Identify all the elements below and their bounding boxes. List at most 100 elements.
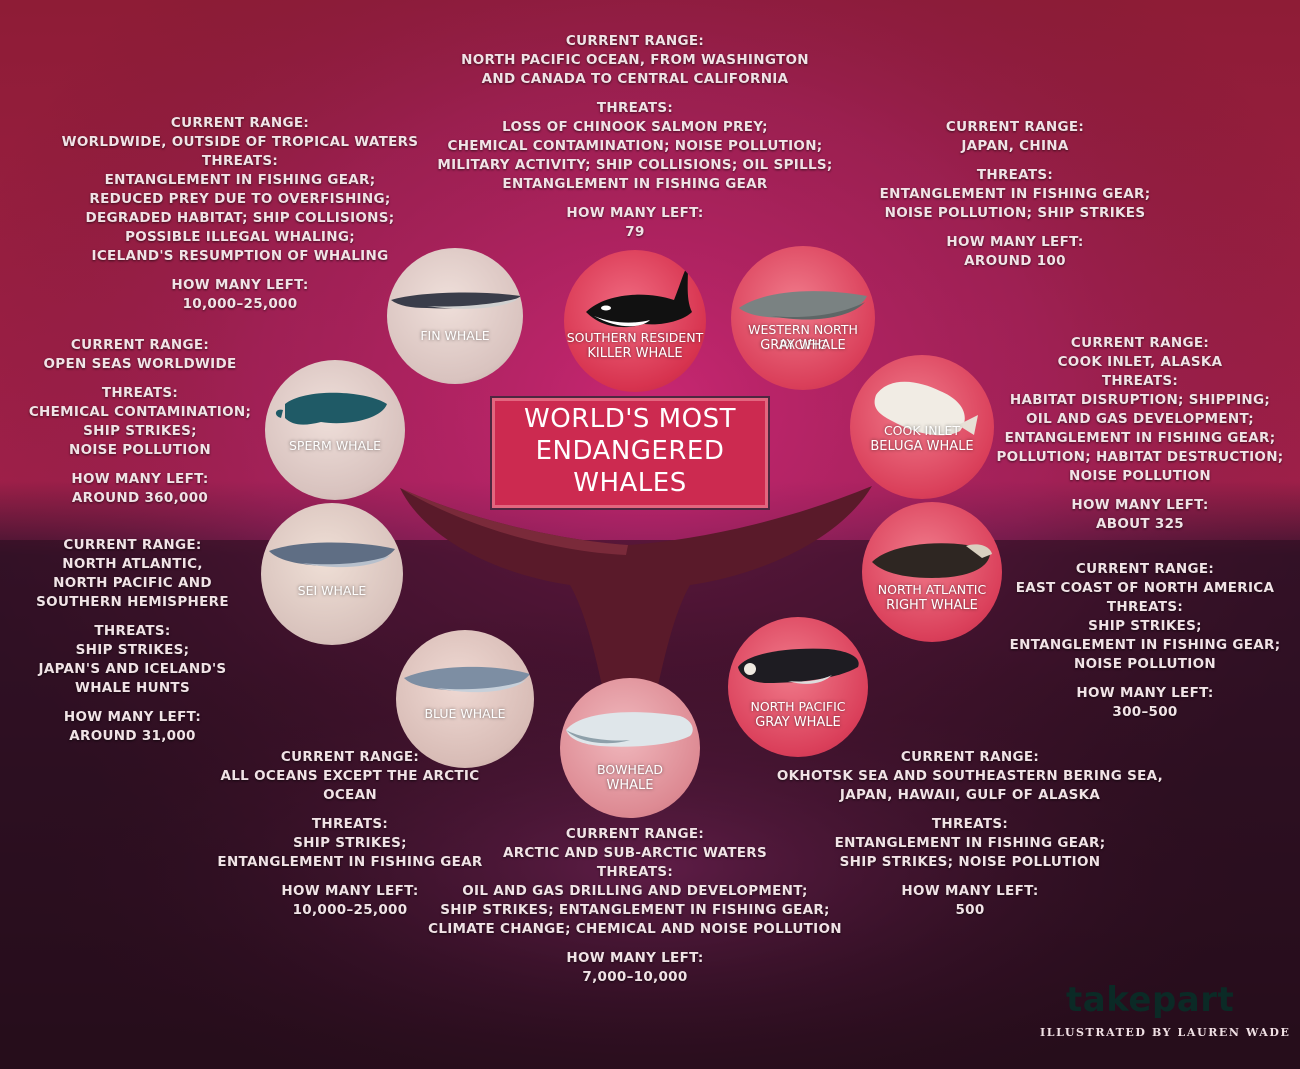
left-heading: HOW MANY LEFT:	[1071, 497, 1209, 513]
illustrator-credit: ILLUSTRATED BY LAUREN WADE	[1040, 1026, 1291, 1039]
threats-heading: THREATS:	[1101, 373, 1179, 389]
range-heading: CURRENT RANGE:	[945, 119, 1085, 135]
threats-heading: THREATS:	[931, 816, 1009, 832]
circle-right-whale: NORTH ATLANTIC RIGHT WHALE	[862, 502, 1002, 642]
range-line: OKHOTSK SEA AND SOUTHEASTERN BERING SEA,	[776, 768, 1164, 784]
killer-whale-name-2: KILLER WHALE	[587, 346, 683, 361]
right-whale-name-1: NORTH ATLANTIC	[877, 582, 987, 597]
range-line: AND CANADA TO CENTRAL CALIFORNIA	[481, 71, 789, 87]
range-line: COOK INLET, ALASKA	[1057, 354, 1223, 370]
blue-whale-name: BLUE WHALE	[424, 706, 506, 721]
left-heading: HOW MANY LEFT:	[946, 234, 1084, 250]
threat-line: CHEMICAL CONTAMINATION;	[28, 404, 252, 420]
left-heading: HOW MANY LEFT:	[566, 950, 704, 966]
left-value: ABOUT 325	[1096, 516, 1184, 532]
left-heading: HOW MANY LEFT:	[63, 709, 202, 725]
circle-blue-whale: BLUE WHALE	[396, 630, 534, 768]
threat-line: ICELAND'S RESUMPTION OF WHALING	[91, 248, 389, 264]
threats-heading: THREATS:	[596, 100, 674, 116]
range-line: NORTH ATLANTIC,	[62, 556, 203, 572]
threats-heading: THREATS:	[596, 864, 674, 880]
left-heading: HOW MANY LEFT:	[281, 883, 419, 899]
range-line: OPEN SEAS WORLDWIDE	[43, 356, 237, 372]
range-heading: CURRENT RANGE:	[1070, 335, 1210, 351]
range-line: NORTH PACIFIC OCEAN, FROM WASHINGTON	[461, 52, 809, 68]
np-gray-whale-info: CURRENT RANGE: OKHOTSK SEA AND SOUTHEAST…	[770, 748, 1170, 920]
threat-line: SHIP STRIKES;	[75, 642, 190, 658]
threat-line: ENTANGLEMENT IN FISHING GEAR;	[1004, 430, 1276, 446]
np-gray-whale-icon	[738, 648, 859, 684]
threat-line: POLLUTION; HABITAT DESTRUCTION;	[996, 449, 1284, 465]
threat-line: ENTANGLEMENT IN FISHING GEAR;	[1009, 637, 1281, 653]
range-heading: CURRENT RANGE:	[900, 749, 1040, 765]
whale-tail-icon	[400, 486, 872, 720]
beluga-whale-icon	[874, 381, 978, 436]
circle-bowhead-whale: BOWHEAD WHALE	[560, 678, 700, 818]
threat-line: NOISE POLLUTION	[68, 442, 211, 458]
threat-line: SHIP STRIKES;	[293, 835, 407, 851]
threat-line: ENTANGLEMENT IN FISHING GEAR;	[834, 835, 1106, 851]
right-whale-icon	[872, 543, 992, 578]
beluga-whale-info: CURRENT RANGE: COOK INLET, ALASKA THREAT…	[990, 334, 1290, 534]
range-line: JAPAN, CHINA	[961, 138, 1069, 154]
circle-sei-whale: SEI WHALE	[261, 503, 403, 645]
threat-line: NOISE POLLUTION	[1073, 656, 1216, 672]
bowhead-whale-name-1: BOWHEAD	[596, 762, 664, 777]
left-value: 79	[625, 224, 645, 240]
threat-line: SHIP STRIKES; ENTANGLEMENT IN FISHING GE…	[440, 902, 830, 918]
beluga-whale-name-2: BELUGA WHALE	[870, 439, 974, 454]
range-heading: CURRENT RANGE:	[70, 337, 210, 353]
range-line: JAPAN, HAWAII, GULF OF ALASKA	[839, 787, 1101, 803]
range-line: ALL OCEANS EXCEPT THE ARCTIC OCEAN	[220, 768, 480, 803]
left-heading: HOW MANY LEFT:	[1076, 685, 1214, 701]
np-gray-whale-name-2: GRAY WHALE	[755, 715, 841, 730]
sperm-whale-icon	[275, 392, 387, 425]
range-heading: CURRENT RANGE:	[170, 115, 310, 131]
threat-line: NOISE POLLUTION; SHIP STRIKES	[884, 205, 1146, 221]
killer-whale-name-1: SOUTHERN RESIDENT	[566, 330, 704, 345]
bowhead-whale-name-2: WHALE	[606, 778, 654, 793]
threat-line: POSSIBLE ILLEGAL WHALING;	[125, 229, 355, 245]
threats-heading: THREATS:	[1106, 599, 1184, 615]
circle-sperm-whale: SPERM WHALE	[265, 360, 405, 500]
range-line: SOUTHERN HEMISPHERE	[36, 594, 229, 610]
threat-line: HABITAT DISRUPTION; SHIPPING;	[1009, 392, 1271, 408]
left-heading: HOW MANY LEFT:	[566, 205, 704, 221]
threat-line: SHIP STRIKES; NOISE POLLUTION	[839, 854, 1101, 870]
gray-whale-icon	[739, 291, 867, 320]
threat-line: DEGRADED HABITAT; SHIP COLLISIONS;	[85, 210, 395, 226]
threat-line: MILITARY ACTIVITY; SHIP COLLISIONS; OIL …	[437, 157, 833, 173]
circle-fin-whale: FIN WHALE	[387, 248, 523, 384]
wn-gray-whale-name-1: WESTERN NORTH PACIFIC	[748, 322, 858, 352]
threat-line: OIL AND GAS DRILLING AND DEVELOPMENT;	[462, 883, 808, 899]
threats-heading: THREATS:	[976, 167, 1054, 183]
wn-gray-whale-name-2: GRAY WHALE	[760, 338, 846, 353]
left-heading: HOW MANY LEFT:	[71, 471, 209, 487]
threat-line: LOSS OF CHINOOK SALMON PREY;	[502, 119, 768, 135]
range-heading: CURRENT RANGE:	[1075, 561, 1215, 577]
title-box: WORLD'S MOST ENDANGERED WHALES	[490, 396, 770, 510]
beluga-whale-name-1: COOK INLET	[883, 423, 961, 438]
left-value: 500	[955, 902, 985, 918]
threat-line: JAPAN'S AND ICELAND'S	[38, 661, 227, 677]
threats-heading: THREATS:	[201, 153, 279, 169]
threat-line: SHIP STRIKES;	[83, 423, 197, 439]
range-heading: CURRENT RANGE:	[565, 826, 705, 842]
killer-whale-icon	[586, 266, 692, 328]
range-heading: CURRENT RANGE:	[565, 33, 705, 49]
threat-line: NOISE POLLUTION	[1068, 468, 1211, 484]
left-value: 7,000–10,000	[582, 969, 688, 985]
fin-whale-info: CURRENT RANGE: WORLDWIDE, OUTSIDE OF TRO…	[60, 114, 420, 314]
sei-whale-info: CURRENT RANGE: NORTH ATLANTIC, NORTH PAC…	[20, 536, 245, 746]
takepart-logo: takepart	[1066, 980, 1235, 1020]
threat-line: OIL AND GAS DEVELOPMENT;	[1025, 411, 1255, 427]
title-line-2: ENDANGERED	[535, 436, 725, 466]
np-gray-whale-name-1: NORTH PACIFIC	[750, 699, 846, 714]
title-line-3: WHALES	[573, 468, 687, 498]
killer-whale-info: CURRENT RANGE: NORTH PACIFIC OCEAN, FROM…	[420, 32, 850, 242]
blue-whale-icon	[404, 666, 530, 693]
threats-heading: THREATS:	[101, 385, 179, 401]
right-whale-info: CURRENT RANGE: EAST COAST OF NORTH AMERI…	[1000, 560, 1290, 722]
threat-line: ENTANGLEMENT IN FISHING GEAR;	[879, 186, 1151, 202]
